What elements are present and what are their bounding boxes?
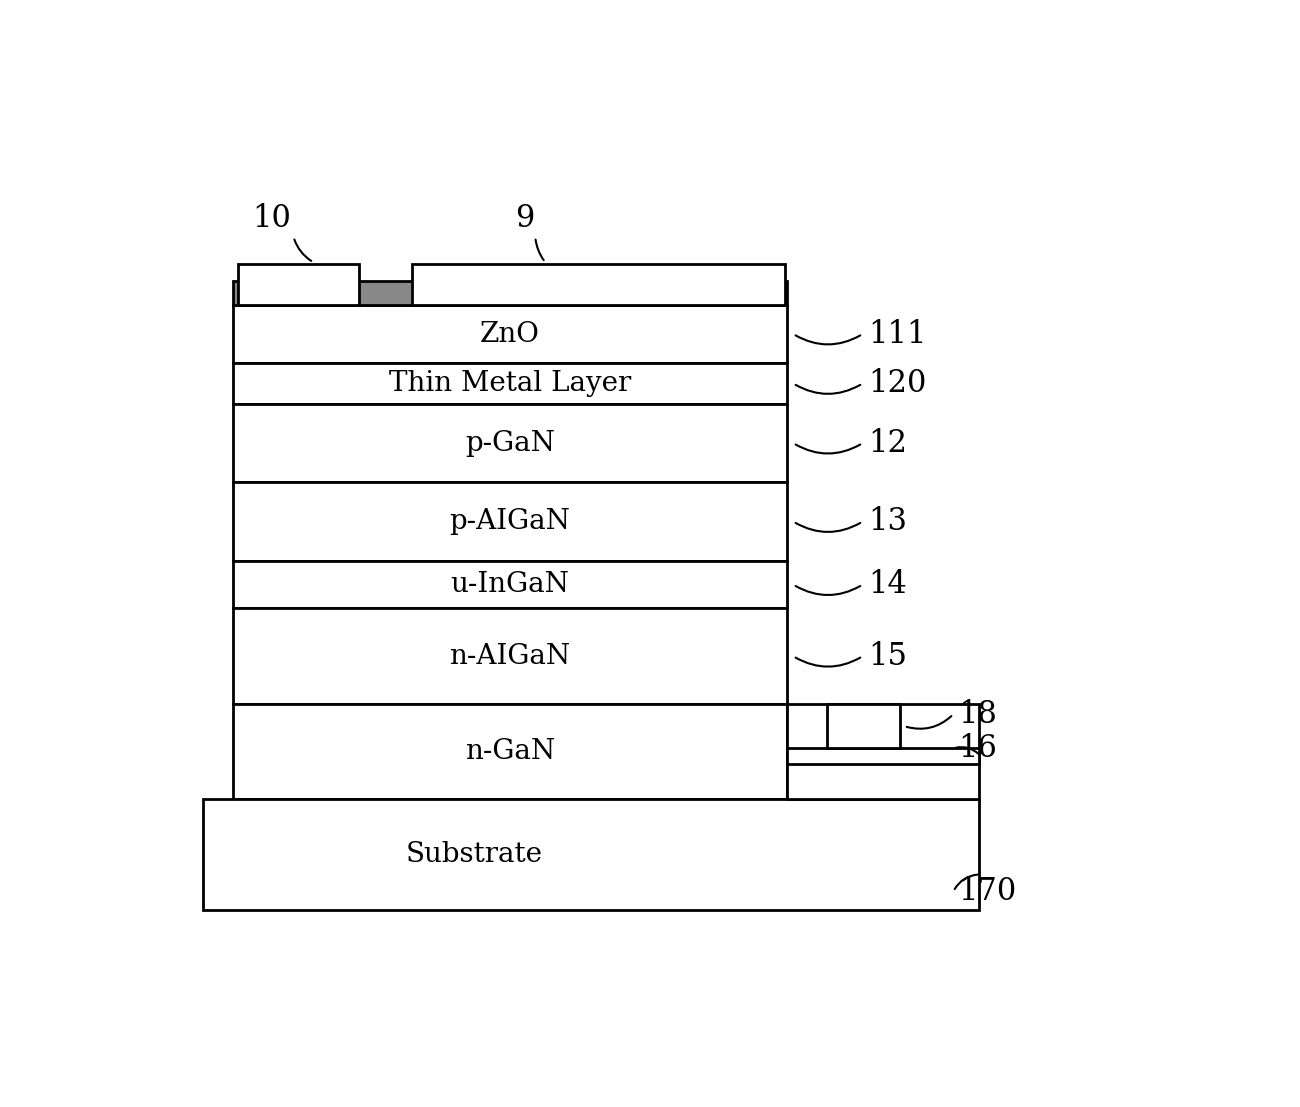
Text: 18: 18	[958, 699, 997, 730]
Text: p-AIGaN: p-AIGaN	[450, 508, 571, 535]
Bar	[233, 561, 786, 609]
Bar	[203, 799, 979, 910]
Text: Substrate: Substrate	[406, 841, 543, 868]
FancyArrowPatch shape	[796, 658, 861, 666]
Bar	[233, 404, 786, 483]
FancyArrowPatch shape	[796, 385, 861, 394]
Text: n-GaN: n-GaN	[465, 738, 555, 765]
Bar	[786, 704, 979, 799]
Text: 170: 170	[958, 876, 1017, 907]
Text: ZnO: ZnO	[480, 321, 540, 348]
Bar	[828, 704, 900, 748]
Text: 12: 12	[868, 427, 907, 458]
Text: 120: 120	[868, 368, 926, 399]
FancyArrowPatch shape	[796, 523, 861, 532]
FancyArrowPatch shape	[796, 335, 861, 344]
FancyArrowPatch shape	[796, 445, 861, 454]
Bar	[233, 609, 786, 704]
Text: 14: 14	[868, 569, 906, 600]
Text: 9: 9	[516, 203, 534, 234]
Text: 111: 111	[868, 319, 926, 350]
Text: 13: 13	[868, 506, 907, 537]
Bar	[786, 748, 979, 764]
FancyArrowPatch shape	[796, 586, 861, 596]
FancyArrowPatch shape	[906, 716, 952, 728]
Bar	[233, 281, 786, 306]
Text: Thin Metal Layer: Thin Metal Layer	[389, 370, 632, 397]
Text: 15: 15	[868, 641, 907, 672]
FancyArrowPatch shape	[956, 747, 979, 754]
Text: 10: 10	[252, 203, 291, 234]
FancyArrowPatch shape	[954, 875, 978, 889]
Bar	[412, 265, 785, 306]
Bar	[233, 363, 786, 404]
Text: 16: 16	[958, 733, 997, 764]
Bar	[233, 306, 786, 363]
Bar	[233, 704, 786, 799]
Text: n-AIGaN: n-AIGaN	[450, 643, 571, 670]
Bar	[233, 483, 786, 561]
Bar	[238, 265, 359, 306]
Text: p-GaN: p-GaN	[465, 430, 555, 456]
Text: u-InGaN: u-InGaN	[451, 571, 569, 598]
